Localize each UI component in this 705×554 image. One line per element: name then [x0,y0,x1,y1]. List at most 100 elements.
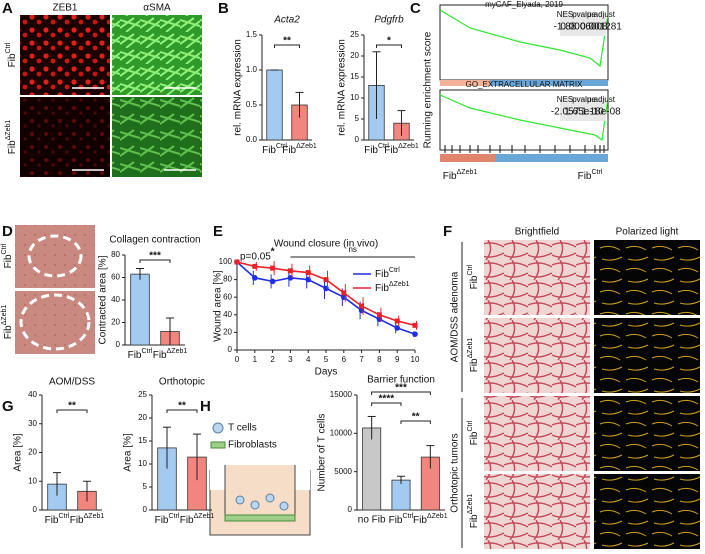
row-label: FibCtrl [1,243,14,268]
panel-letter: H [200,398,211,415]
marker [341,290,347,296]
bar [130,273,150,346]
label-base: Fib [180,515,194,526]
table-header: pvalue [572,95,596,104]
y-tick-label: 5 [355,114,360,123]
y-tick-label: 15000 [330,390,353,399]
legend-label: FibCtrl [375,267,400,280]
dish-ctrl-image [15,225,95,288]
chart-title: Pdgfrb [374,15,404,26]
legend-label: FibΔZeb1 [375,281,410,294]
y-tick-label: 40 [28,390,37,399]
x-tick-label: 4 [306,355,311,364]
label-sup: ΔZeb1 [398,143,419,150]
significance-label: *** [149,251,161,262]
label-base: Fib [469,275,480,289]
y-tick-label: 80 [223,275,232,284]
label-base: Fib [469,358,480,372]
y-tick-label: 20 [28,448,37,457]
label-base: Fib [3,254,14,268]
significance-label: *** [395,383,407,394]
y-tick-label: 30 [28,419,37,428]
marker [394,318,400,324]
column-header: Brightfield [515,227,559,238]
label-sup: ΔZeb1 [389,281,410,288]
group-label: Orthotopic tumors [450,433,461,512]
column-header: αSMA [143,3,171,14]
significance-bracket [371,391,431,395]
label-base: Fib [282,145,296,156]
marker [234,259,240,265]
bar [362,427,382,511]
label-base: Fib [364,145,378,156]
label-base: Fib [469,431,480,445]
y-tick-label: 0 [228,345,233,354]
label-sup: Ctrl [142,348,153,355]
y-axis-label: Contracted area [%] [98,255,109,344]
marker [305,270,311,276]
y-tick-label: 80 [111,250,120,259]
marker [412,331,418,337]
annotation: ns [348,245,356,254]
column-header: Polarized light [616,227,679,238]
label-base: Fib [578,171,592,182]
x-tick-label: FibΔZeb1 [180,513,215,526]
gsea-title: myCAF_Elyada, 2019 [485,0,563,9]
label-sup: Ctrl [59,513,70,520]
significance-label: ** [68,401,76,412]
label-sup: Ctrl [1,243,8,254]
y-axis-label: Area [%] [13,433,24,472]
significance-label: ** [412,412,420,423]
y-axis-label: Wound area [%] [213,270,224,342]
y-tick-label: 10 [28,476,37,485]
label-base: Fib [469,514,480,528]
label-sup: Ctrl [389,267,400,274]
row-label: FibCtrl [467,420,480,445]
table-header: NES [557,95,573,104]
panel-letter: G [2,398,14,415]
marker [269,278,276,285]
chart-title: Orthotopic [159,377,205,388]
x-tick-label: 1 [253,355,258,364]
asma-ko-image [112,97,202,177]
y-tick-label: 1.5 [246,30,258,39]
label-base: Fib [375,269,389,280]
x-tick-label: no Fib [358,515,386,526]
label-base: Fib [443,171,457,182]
label-base: Fib [262,145,276,156]
panel-letter: A [2,0,13,17]
significance-bracket [371,402,402,406]
label-sup: ΔZeb1 [5,120,12,141]
row-label: FibCtrl [5,42,18,67]
y-axis-label: rel. mRNA expression [337,39,348,136]
table-cell: 0.0006008 [560,22,608,33]
y-tick-label: 0 [116,340,121,349]
label-sup: Ctrl [403,513,414,520]
panel-letter: B [218,0,229,17]
y-axis-label: rel. mRNA expression [233,39,244,136]
y-tick-label: 15 [350,72,359,81]
significance-bracket [139,259,171,263]
label-sup: ΔZeb1 [194,513,215,520]
label-sup: ΔZeb1 [467,494,474,515]
scale-bars [72,87,196,171]
label-base: Fib [7,140,18,154]
histology-images [461,240,700,549]
chart-title: AOM/DSS [49,377,95,388]
gsea-title: GO_EXTRACELLULAR MATRIX [466,80,583,89]
label-sup: ΔZeb1 [296,143,317,150]
y-tick-label: 25 [138,390,147,399]
chart-title: Barrier function [367,375,435,386]
y-axis-label: Running enrichment score [423,31,434,148]
label-base: Fib [7,53,18,67]
label-sup: ΔZeb1 [427,513,448,520]
x-tick-label: FibΔZeb1 [413,513,448,526]
label-sup: Ctrl [467,264,474,275]
row-label: FibΔZeb1 [5,120,18,155]
table-header: pvalue [572,10,596,19]
row-label: FibΔZeb1 [1,305,14,340]
zeb1-ko-image [20,97,110,177]
label-base: Fib [155,515,169,526]
marker [394,325,401,331]
